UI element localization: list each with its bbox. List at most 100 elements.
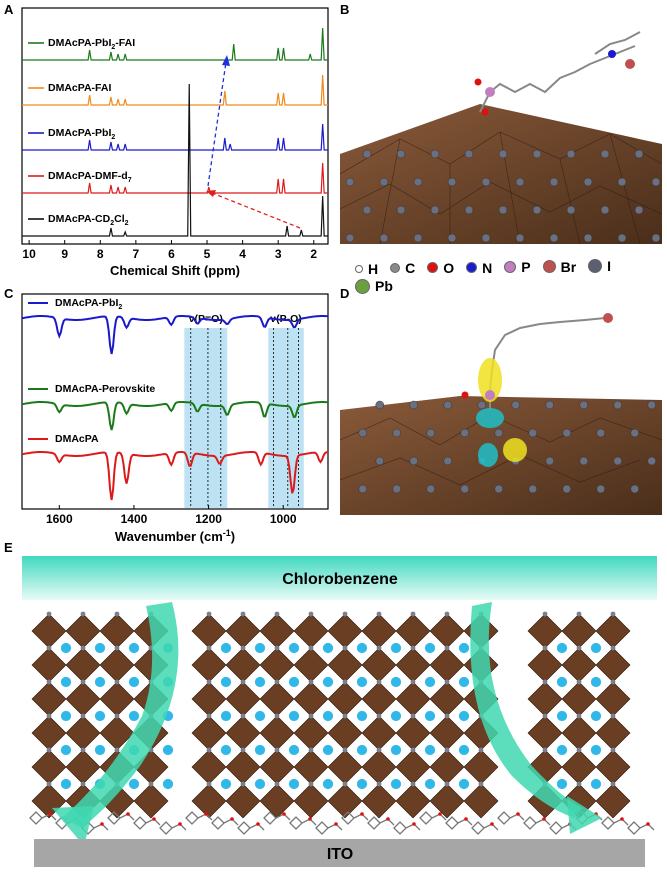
atom-legend: H C O N P Br I Pb bbox=[355, 258, 655, 294]
oxygen-atom bbox=[490, 822, 494, 826]
ftir-tick-label: 1400 bbox=[121, 512, 148, 526]
oxygen-atom bbox=[360, 812, 364, 816]
iodide-atom bbox=[240, 679, 246, 685]
a-site-cation bbox=[390, 642, 402, 654]
iodide-atom bbox=[410, 713, 416, 719]
atom-legend-label: Br bbox=[560, 258, 577, 275]
dmacpa-molecule bbox=[523, 816, 551, 830]
pbi6-octahedron bbox=[191, 783, 227, 819]
a-site-cation bbox=[94, 642, 106, 654]
iodide-atom bbox=[579, 400, 588, 410]
iodide-atom bbox=[376, 747, 382, 753]
a-site-cation bbox=[220, 778, 232, 790]
atom-legend-item: C bbox=[390, 260, 415, 276]
iodide-atom bbox=[610, 611, 616, 617]
iodide-atom bbox=[114, 713, 120, 719]
iodide-atom bbox=[464, 205, 474, 215]
a-site-cation bbox=[322, 778, 334, 790]
iodide-atom bbox=[46, 645, 52, 651]
iodide-atom bbox=[274, 679, 280, 685]
a-site-cation bbox=[128, 710, 140, 722]
ito-substrate bbox=[34, 839, 645, 867]
iodide-atom bbox=[409, 400, 418, 410]
a-site-cation bbox=[60, 676, 72, 688]
iodide-atom bbox=[566, 149, 576, 159]
atom-legend-label: Pb bbox=[375, 278, 393, 294]
iodide-atom bbox=[342, 713, 348, 719]
iodide-atom bbox=[345, 233, 355, 243]
dmacpa-molecule bbox=[289, 816, 317, 830]
dmacpa-molecule bbox=[497, 811, 525, 825]
pbi6-octahedron bbox=[225, 749, 261, 785]
nmr-arrow-blue bbox=[207, 61, 227, 187]
a-site-cation bbox=[220, 710, 232, 722]
charge-depletion-d bbox=[476, 408, 504, 428]
pbi6-octahedron bbox=[361, 681, 397, 717]
nmr-tick-label: 4 bbox=[239, 247, 246, 261]
iodide-atom bbox=[410, 611, 416, 617]
nmr-frame bbox=[21, 7, 329, 245]
iodide-atom bbox=[576, 747, 582, 753]
iodide-atom bbox=[358, 428, 367, 438]
pbi6-octahedron bbox=[595, 749, 631, 785]
dmacpa-molecule bbox=[133, 816, 161, 830]
dmacpa-molecule bbox=[601, 816, 629, 830]
a-site-cation bbox=[590, 676, 602, 688]
oxygen-atom bbox=[464, 817, 468, 821]
iodide-atom bbox=[443, 456, 452, 466]
nmr-arrow-red-head bbox=[206, 190, 216, 197]
ftir-legend-label-2: DMAcPA bbox=[55, 433, 99, 445]
pbi6-octahedron bbox=[99, 647, 135, 683]
iodide-atom bbox=[576, 645, 582, 651]
iodide-atom bbox=[576, 679, 582, 685]
iodide-atom bbox=[426, 484, 435, 494]
pbi6-octahedron bbox=[191, 681, 227, 717]
nmr-tick-label: 7 bbox=[133, 247, 140, 261]
oxygen-atom bbox=[126, 812, 130, 816]
atom-swatch-icon bbox=[504, 261, 517, 273]
a-site-cation bbox=[356, 744, 368, 756]
chlorobenzene-layer bbox=[22, 556, 657, 600]
iodide-atom bbox=[342, 781, 348, 787]
pbi6-octahedron bbox=[595, 613, 631, 649]
oxygen-atom bbox=[230, 817, 234, 821]
pbi6-octahedron bbox=[429, 681, 465, 717]
pbi6-octahedron bbox=[259, 681, 295, 717]
iodide-atom bbox=[413, 233, 423, 243]
iodide-atom bbox=[114, 747, 120, 753]
iodide-atom bbox=[392, 428, 401, 438]
a-site-cation bbox=[254, 710, 266, 722]
iodide-atom bbox=[494, 484, 503, 494]
nmr-arrow-red bbox=[211, 192, 301, 229]
chlorobenzene-label: Chlorobenzene bbox=[282, 571, 398, 588]
nmr-arrow-blue-head bbox=[222, 55, 230, 66]
pbi6-octahedron bbox=[225, 647, 261, 683]
nmr-tick-label: 10 bbox=[22, 247, 36, 261]
phosphorus-atom-b bbox=[485, 87, 495, 97]
iodide-atom bbox=[114, 645, 120, 651]
iodide-atom bbox=[464, 149, 474, 159]
ftir-band-0 bbox=[184, 328, 228, 508]
ito-label: ITO bbox=[327, 846, 353, 863]
iodide-atom bbox=[206, 679, 212, 685]
oxygen-atom bbox=[152, 817, 156, 821]
dmacpa-molecule bbox=[419, 811, 447, 825]
iodide-atom bbox=[460, 428, 469, 438]
pbi6-octahedron bbox=[259, 783, 295, 819]
oxygen-atom bbox=[516, 812, 520, 816]
pbi6-octahedron bbox=[191, 647, 227, 683]
a-site-cation bbox=[288, 778, 300, 790]
atom-legend-label: N bbox=[482, 259, 493, 276]
structure-view-d bbox=[340, 313, 662, 515]
atom-legend-item: Br bbox=[542, 258, 577, 275]
iodide-atom bbox=[444, 747, 450, 753]
iodide-atom bbox=[148, 781, 154, 787]
a-site-cation bbox=[288, 642, 300, 654]
iodide-atom bbox=[46, 747, 52, 753]
iodide-atom bbox=[498, 205, 508, 215]
iodide-atom bbox=[206, 747, 212, 753]
pbi6-octahedron bbox=[361, 715, 397, 751]
iodide-atom bbox=[566, 205, 576, 215]
iodide-atom bbox=[444, 781, 450, 787]
iodide-atom bbox=[562, 428, 571, 438]
